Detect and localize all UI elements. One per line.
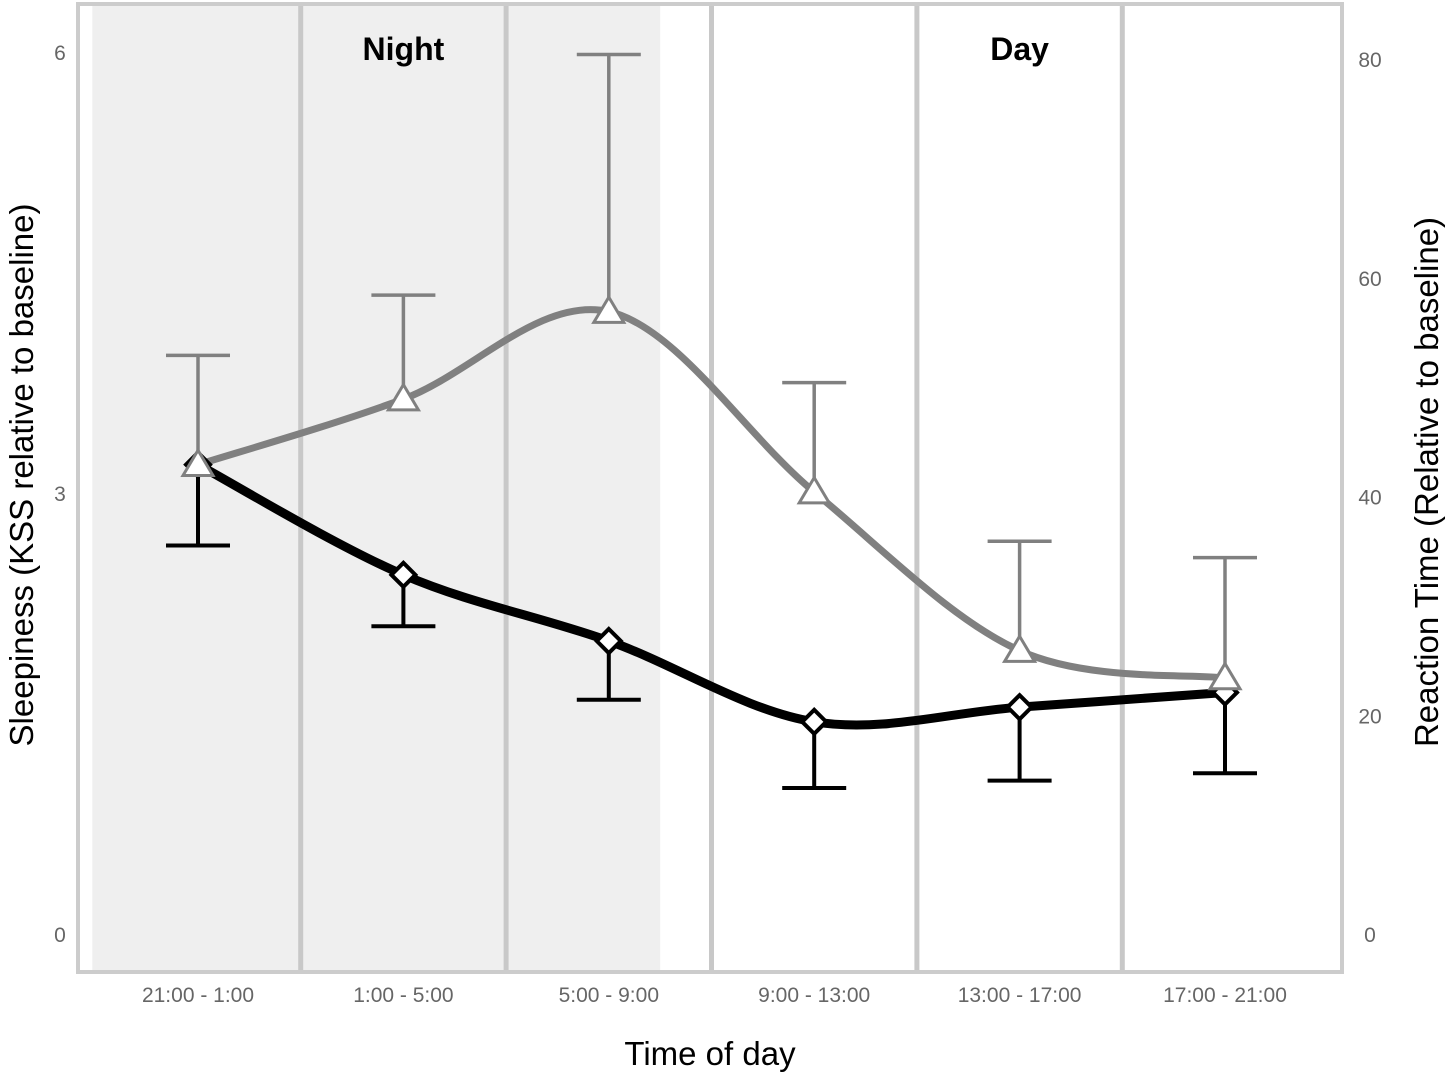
series-line-diamond [193,460,1230,730]
error-bar [166,353,230,465]
plot-panel-border [76,2,1344,974]
triangle-marker [591,294,627,324]
x-axis-ticks: 21:00 - 1:00 1:00 - 5:00 5:00 - 9:00 9:00 -… [142,984,1287,1007]
triangle-marker [1207,660,1243,691]
band-label-night: Night [363,31,445,67]
band-labels: Night Day [363,31,1050,67]
diamond-marker [593,626,624,656]
triangle-marker [385,381,422,412]
series-layer [166,52,1257,790]
x-tick-label: 13:00 - 17:00 [958,984,1082,1007]
series-line-triangle [194,306,1229,682]
right-tick-label: 0 [1364,924,1376,947]
left-tick-label: 6 [54,42,66,65]
x-tick-label: 9:00 - 13:00 [758,984,870,1007]
diamond-marker [388,560,419,590]
error-bar [782,380,847,493]
triangle-marker [180,447,216,477]
x-tick-label: 17:00 - 21:00 [1163,984,1287,1007]
left-axis-title: Sleepiness (KSS relative to baseline) [3,204,40,747]
x-tick-label: 1:00 - 5:00 [353,984,453,1007]
category-separators [298,6,1125,970]
right-tick-label: 40 [1358,487,1381,510]
x-tick-label: 5:00 - 9:00 [559,984,659,1007]
right-axis-ticks: 0 20 40 60 80 [1358,49,1381,947]
x-axis-title: Time of day [624,1035,796,1072]
diamond-marker [799,707,830,737]
error-bar [987,539,1052,651]
right-tick-label: 60 [1358,268,1381,291]
left-axis-ticks: 0 3 6 [54,42,66,947]
right-tick-label: 20 [1358,705,1381,728]
diamond-marker [1004,692,1035,722]
band-label-day: Day [990,31,1049,67]
x-tick-label: 21:00 - 1:00 [142,984,254,1007]
error-bar [576,52,641,312]
triangle-marker [1001,633,1038,663]
night-shade-layer [92,6,661,970]
right-axis-title: Reaction Time (Relative to baseline) [1408,217,1445,747]
right-tick-label: 80 [1358,49,1381,72]
error-bar [1193,555,1257,678]
left-tick-label: 0 [54,924,66,947]
night-shade [92,6,661,970]
triangle-marker [796,474,832,505]
left-tick-label: 3 [54,483,66,506]
